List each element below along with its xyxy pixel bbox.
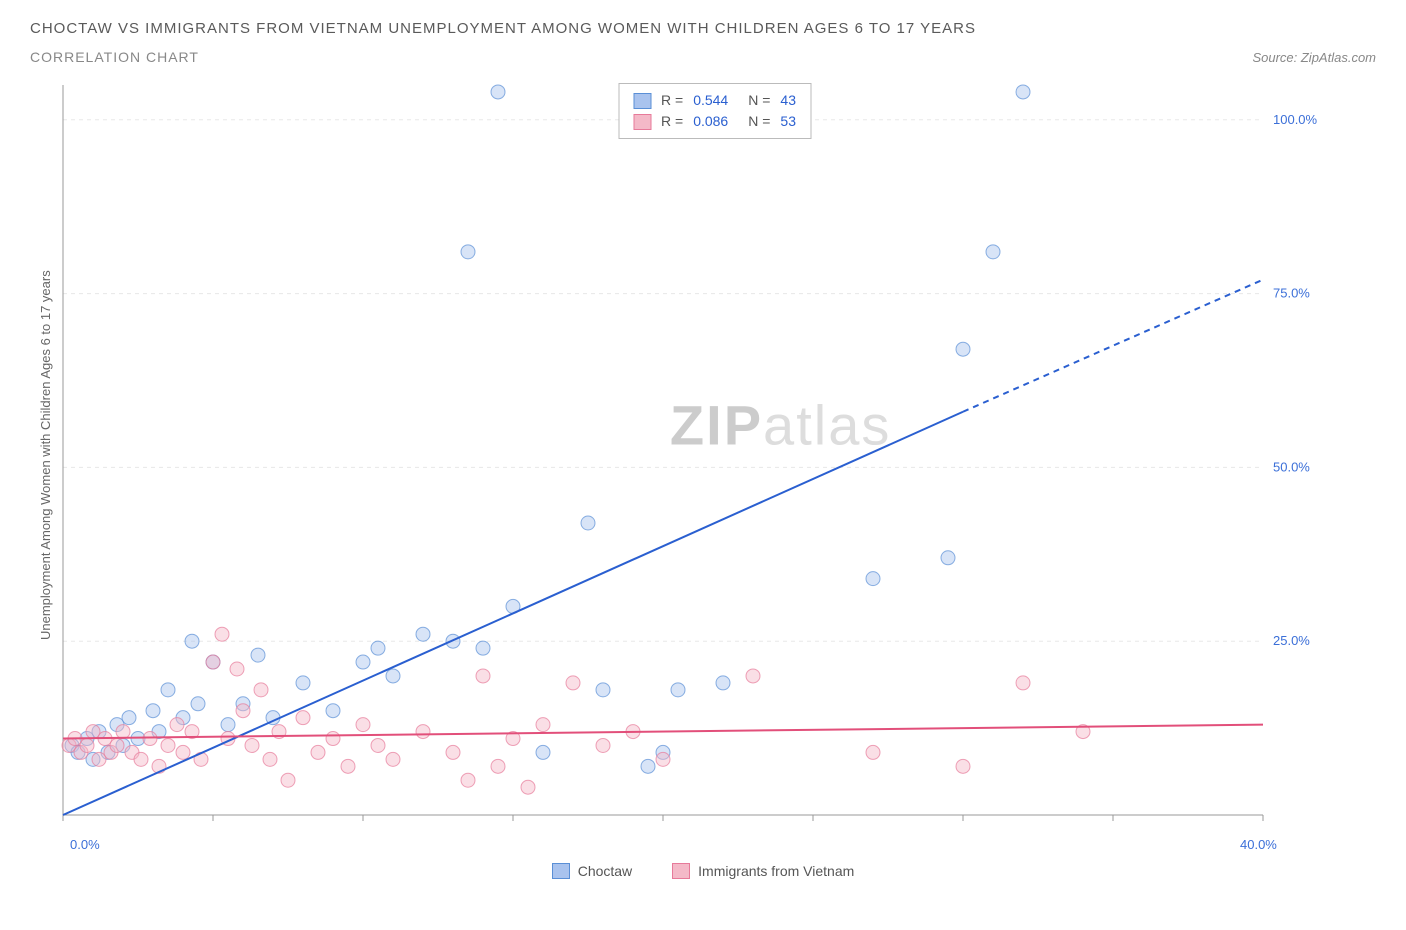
source-attribution: Source: ZipAtlas.com (1252, 50, 1376, 65)
stat-r-value: 0.544 (693, 90, 728, 111)
series-swatch (633, 93, 651, 109)
x-tick-label: 40.0% (1240, 837, 1277, 852)
stat-r-value: 0.086 (693, 111, 728, 132)
series-swatch (552, 863, 570, 879)
series-swatch (633, 114, 651, 130)
plot-area: 25.0%50.0%75.0%100.0% ZIPatlas R = 0.544… (53, 75, 1376, 835)
chart-title: CHOCTAW VS IMMIGRANTS FROM VIETNAM UNEMP… (30, 20, 1376, 37)
chart-container: Unemployment Among Women with Children A… (30, 75, 1376, 835)
correlation-stats-box: R = 0.544 N = 43 R = 0.086 N = 53 (618, 83, 811, 139)
y-axis-label: Unemployment Among Women with Children A… (30, 75, 53, 835)
svg-text:50.0%: 50.0% (1273, 459, 1310, 474)
scatter-chart: 25.0% 50.0% 75.0% 100.0% (53, 75, 1333, 835)
stat-n-label: N = (748, 90, 770, 111)
legend-label: Choctaw (578, 863, 632, 879)
stat-row: R = 0.544 N = 43 (633, 90, 796, 111)
x-tick-label: 0.0% (70, 837, 100, 852)
legend-item: Immigrants from Vietnam (672, 863, 854, 879)
stat-r-label: R = (661, 111, 683, 132)
stat-n-value: 43 (780, 90, 796, 111)
series-legend: Choctaw Immigrants from Vietnam (30, 863, 1376, 879)
subtitle-row: CORRELATION CHART Source: ZipAtlas.com (30, 49, 1376, 65)
stat-row: R = 0.086 N = 53 (633, 111, 796, 132)
x-axis-labels: 0.0% 40.0% (30, 835, 1376, 859)
legend-item: Choctaw (552, 863, 632, 879)
stat-n-label: N = (748, 111, 770, 132)
stat-r-label: R = (661, 90, 683, 111)
series-swatch (672, 863, 690, 879)
svg-text:25.0%: 25.0% (1273, 633, 1310, 648)
svg-text:100.0%: 100.0% (1273, 112, 1318, 127)
chart-subtitle: CORRELATION CHART (30, 49, 199, 65)
legend-label: Immigrants from Vietnam (698, 863, 854, 879)
svg-text:75.0%: 75.0% (1273, 286, 1310, 301)
stat-n-value: 53 (780, 111, 796, 132)
